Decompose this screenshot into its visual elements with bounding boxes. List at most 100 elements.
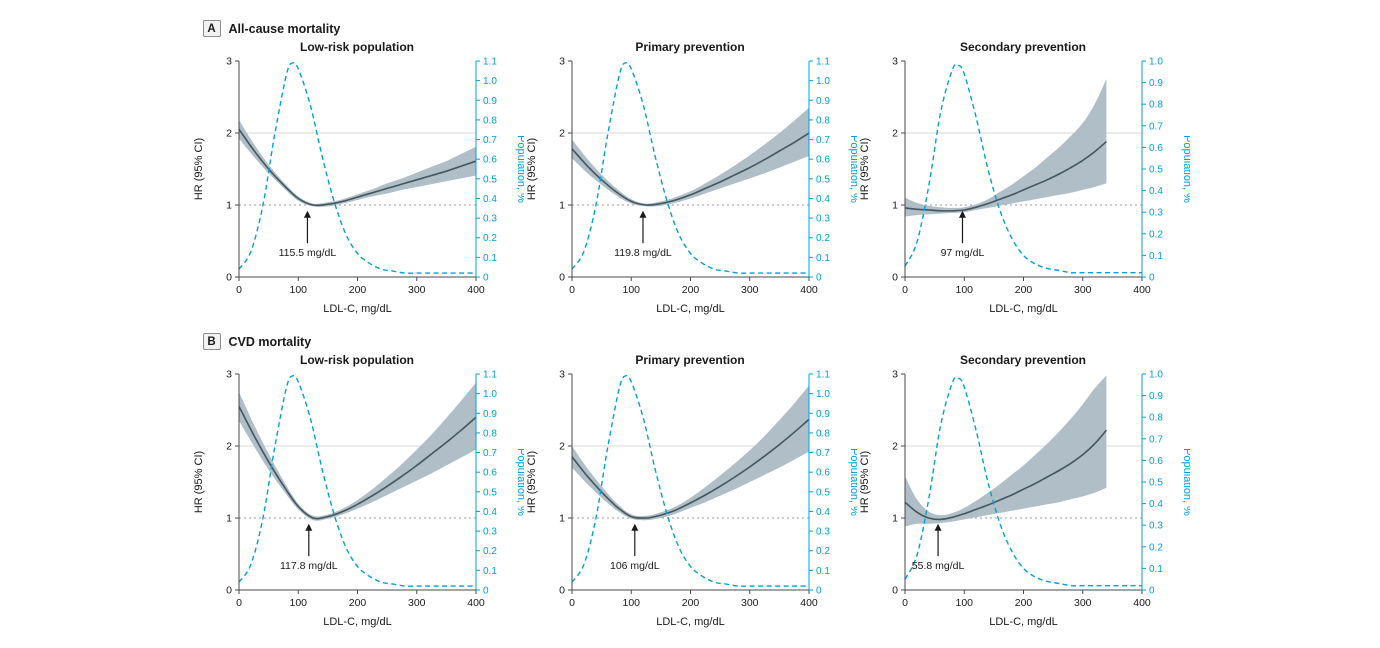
x-tick-label: 300	[1073, 284, 1091, 296]
x-tick-label: 400	[800, 284, 818, 296]
x-axis-label: LDL-C, mg/dL	[323, 616, 391, 628]
population-curve	[570, 61, 809, 274]
panel-a-title: All-cause mortality	[228, 21, 341, 36]
left-tick-label: 3	[559, 56, 565, 68]
chart-all-cause-low-risk: Low-risk population 0 1 2 3 0 100 200 300 400 0 0.…	[191, 40, 524, 317]
ci-band	[904, 79, 1106, 217]
right-tick-label: 0.1	[816, 253, 830, 264]
nadir-label: 97 mg/dL	[940, 247, 984, 259]
right-tick-label: 0.8	[816, 428, 830, 439]
x-tick-label: 300	[740, 597, 758, 609]
x-axis-label: LDL-C, mg/dL	[989, 616, 1057, 628]
panel-b: B CVD mortality Low-risk population 0 1 2 3…	[191, 333, 1190, 630]
right-tick-label: 0.3	[483, 527, 497, 538]
x-tick-label: 300	[1073, 597, 1091, 609]
x-tick-label: 200	[348, 284, 366, 296]
right-tick-label: 0.4	[1149, 186, 1163, 197]
x-tick-label: 400	[800, 597, 818, 609]
right-tick-label: 0.6	[1149, 456, 1163, 467]
x-tick-label: 100	[955, 284, 973, 296]
right-tick-label: 0	[1149, 586, 1155, 597]
x-axis-label: LDL-C, mg/dL	[989, 303, 1057, 315]
x-tick-label: 400	[1133, 284, 1151, 296]
x-axis-label: LDL-C, mg/dL	[656, 616, 724, 628]
x-tick-label: 300	[740, 284, 758, 296]
hr-curve	[904, 141, 1107, 212]
population-curve	[237, 374, 476, 587]
left-tick-label: 1	[226, 513, 232, 525]
right-tick-label: 1.0	[1149, 57, 1163, 68]
right-tick-label: 0.7	[483, 448, 497, 459]
x-tick-label: 400	[467, 284, 485, 296]
left-tick-label: 3	[559, 369, 565, 381]
left-tick-label: 2	[226, 128, 232, 140]
x-tick-label: 300	[407, 597, 425, 609]
left-tick-label: 3	[226, 56, 232, 68]
right-tick-label: 0.8	[1149, 100, 1163, 111]
left-axis-label: HR (95% CI)	[859, 138, 871, 200]
chart-title: Secondary prevention	[959, 40, 1087, 54]
x-tick-label: 200	[1014, 597, 1032, 609]
right-tick-label: 1.1	[483, 370, 497, 381]
right-tick-label: 0.5	[1149, 478, 1163, 489]
right-tick-label: 0.5	[816, 487, 830, 498]
chart-all-cause-primary-prevention: Primary prevention 0 1 2 3 0 100 200 300 400 0 0.1…	[524, 40, 857, 317]
x-tick-label: 0	[236, 597, 242, 609]
right-tick-label: 0.4	[483, 507, 497, 518]
mortality-figure: A All-cause mortality Low-risk populatio…	[191, 0, 1190, 630]
right-axis-label: Population, %	[1181, 135, 1190, 203]
right-tick-label: 0.2	[1149, 229, 1163, 240]
nadir-arrow-head	[638, 210, 646, 218]
left-tick-label: 0	[226, 585, 232, 597]
left-axis-label: HR (95% CI)	[859, 451, 871, 513]
panel-a: A All-cause mortality Low-risk populatio…	[191, 20, 1190, 317]
right-tick-label: 0.7	[816, 448, 830, 459]
nadir-label: 117.8 mg/dL	[279, 560, 337, 572]
left-axis-label: HR (95% CI)	[193, 138, 205, 200]
population-curve	[570, 374, 809, 587]
x-tick-label: 300	[407, 284, 425, 296]
right-axis-label: Population, %	[848, 135, 857, 203]
x-axis-label: LDL-C, mg/dL	[323, 303, 391, 315]
right-tick-label: 0.9	[816, 96, 830, 107]
left-axis-label: HR (95% CI)	[193, 451, 205, 513]
nadir-label: 106 mg/dL	[609, 560, 659, 572]
right-axis-label: Population, %	[848, 448, 857, 516]
right-tick-label: 0.7	[1149, 121, 1163, 132]
right-tick-label: 0.5	[483, 487, 497, 498]
chart-all-cause-secondary-prevention: Secondary prevention 0 1 2 3 0 100 200 300 400 0 0…	[857, 40, 1190, 317]
right-tick-label: 1.0	[1149, 370, 1163, 381]
nadir-arrow-head	[934, 523, 942, 531]
left-tick-label: 1	[559, 513, 565, 525]
right-tick-label: 0.7	[483, 135, 497, 146]
nadir-arrow-head	[303, 210, 311, 218]
right-tick-label: 1.0	[816, 389, 830, 400]
right-tick-label: 1.1	[816, 57, 830, 68]
right-tick-label: 0.8	[816, 115, 830, 126]
right-tick-label: 0.3	[816, 527, 830, 538]
right-tick-label: 0.2	[483, 233, 497, 244]
right-tick-label: 0.1	[816, 566, 830, 577]
right-tick-label: 0.3	[1149, 208, 1163, 219]
right-tick-label: 0.5	[1149, 165, 1163, 176]
left-tick-label: 1	[559, 200, 565, 212]
chart-title: Primary prevention	[635, 353, 745, 367]
hr-curve	[238, 406, 476, 520]
right-tick-label: 0.8	[483, 428, 497, 439]
right-tick-label: 0.8	[483, 115, 497, 126]
right-tick-label: 0.4	[816, 507, 830, 518]
right-tick-label: 1.1	[483, 57, 497, 68]
x-tick-label: 400	[467, 597, 485, 609]
panel-b-letter: B	[202, 333, 221, 350]
hr-curve	[238, 128, 476, 207]
left-tick-label: 0	[559, 585, 565, 597]
left-tick-label: 2	[559, 128, 565, 140]
right-tick-label: 0.9	[816, 409, 830, 420]
hr-curve	[571, 418, 809, 519]
x-tick-label: 0	[902, 597, 908, 609]
right-axis-label: Population, %	[1181, 448, 1190, 516]
